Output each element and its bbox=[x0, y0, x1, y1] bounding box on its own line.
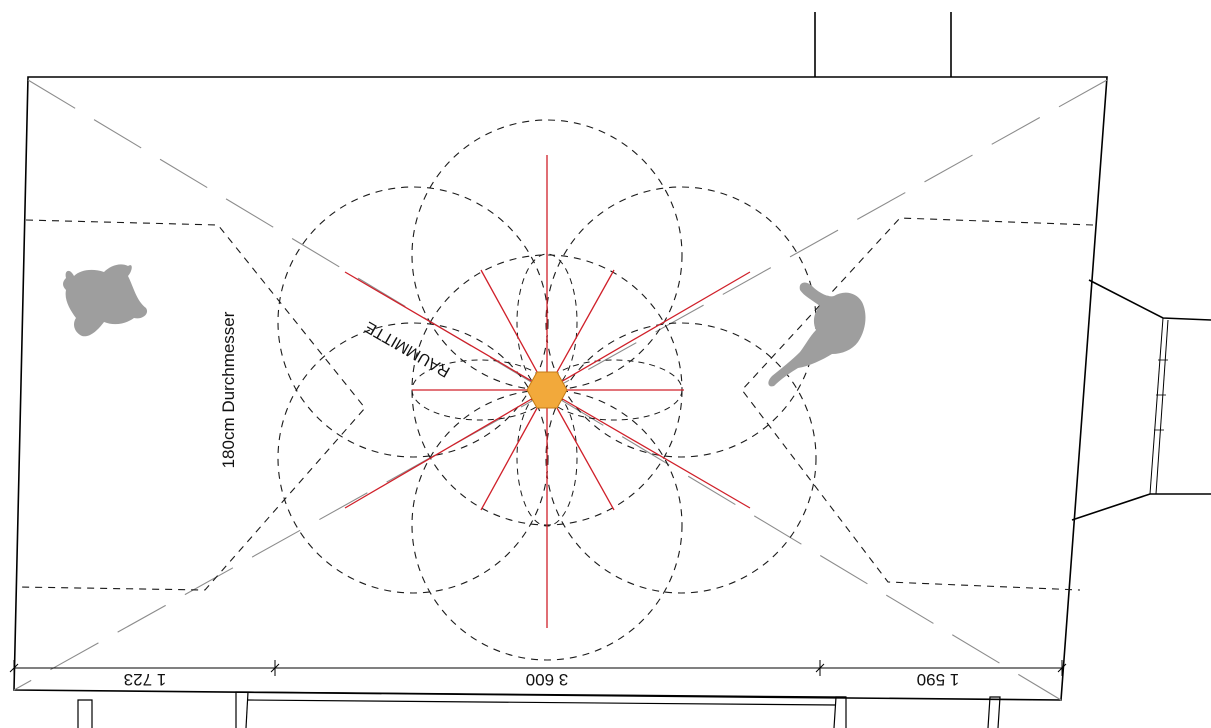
center-hexagon bbox=[526, 371, 568, 409]
dimension-line bbox=[9, 660, 1067, 676]
dimension-label-right: 1 590 bbox=[917, 670, 960, 689]
diameter-label: 180cm Durchmesser bbox=[219, 311, 238, 468]
dimension-label-center: 3 600 bbox=[526, 670, 569, 689]
right-window-recess bbox=[1071, 279, 1211, 521]
dimension-label-left: 1 723 bbox=[124, 670, 167, 689]
cat-silhouette-icon bbox=[63, 264, 148, 337]
upper-wall-stubs bbox=[814, 12, 952, 77]
dog-silhouette-icon bbox=[768, 282, 866, 387]
lower-wall-openings bbox=[77, 691, 1001, 728]
dashed-guide-lines bbox=[17, 217, 1094, 591]
radial-lines bbox=[344, 155, 751, 628]
